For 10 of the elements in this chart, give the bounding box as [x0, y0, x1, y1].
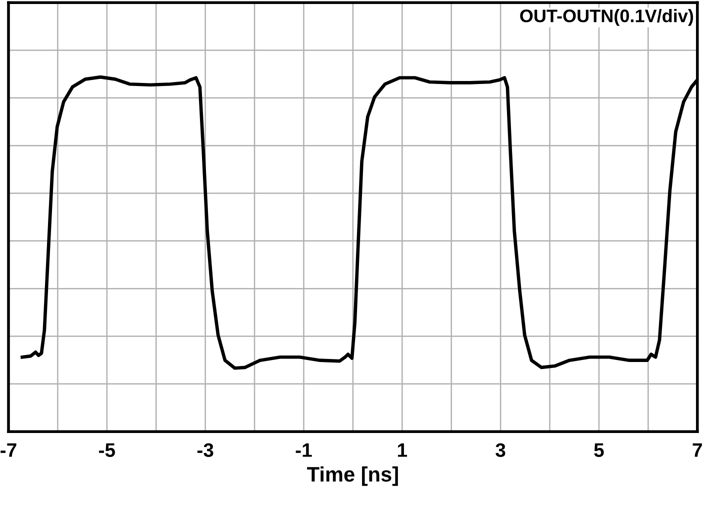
x-tick-label: -7 [0, 443, 16, 457]
x-axis-title: Time [ns] [307, 466, 398, 486]
x-tick-label: 3 [496, 443, 506, 458]
x-tick-label: -5 [99, 443, 116, 457]
x-tick-label: -1 [296, 443, 312, 457]
text: OUT-OUTN(0.1V/div) [520, 9, 694, 26]
x-tick-label: -3 [197, 443, 214, 458]
x-tick-label: 1 [398, 443, 408, 457]
x-tick-label: 7 [692, 443, 702, 457]
x-tick-label: 5 [594, 443, 604, 457]
